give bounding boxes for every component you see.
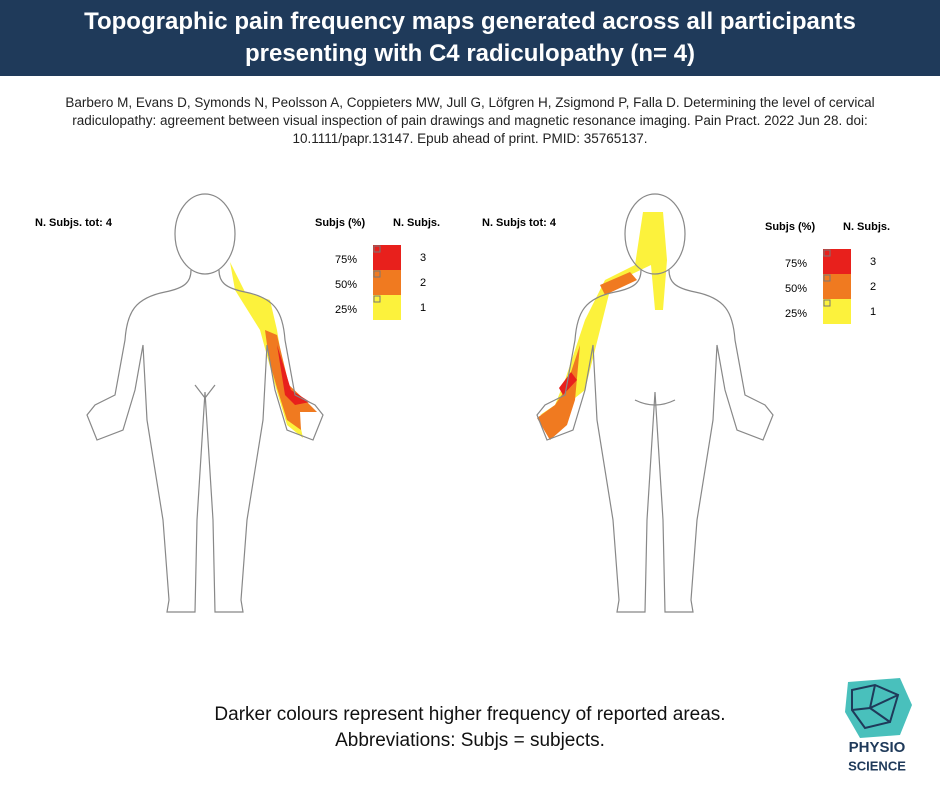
legend-marker bbox=[373, 270, 381, 278]
legend-pct: 75% bbox=[335, 254, 357, 266]
legend-n: 1 bbox=[870, 306, 876, 318]
legend-n: 1 bbox=[420, 302, 426, 314]
legend-n: 3 bbox=[870, 256, 876, 268]
legend-header: N. Subjs. bbox=[843, 221, 890, 233]
legend-marker bbox=[823, 299, 831, 307]
legend-swatch bbox=[373, 295, 401, 320]
legend-header: Subjs (%) bbox=[765, 221, 815, 233]
legend-n: 2 bbox=[870, 281, 876, 293]
front-body bbox=[86, 193, 324, 613]
legend-pct: 25% bbox=[335, 304, 357, 316]
footer: Darker colours represent higher frequenc… bbox=[0, 702, 940, 754]
total-label: N. Subjs. tot: 4 bbox=[35, 217, 113, 229]
legend-swatch bbox=[823, 299, 851, 324]
legend-n: 2 bbox=[420, 277, 426, 289]
back-body bbox=[536, 193, 774, 613]
logo-text: PHYSIO bbox=[849, 739, 906, 756]
title: Topographic pain frequency maps generate… bbox=[0, 0, 940, 76]
legend-marker bbox=[823, 249, 831, 257]
legend-header: Subjs (%) bbox=[315, 217, 365, 229]
legend-swatch bbox=[373, 270, 401, 295]
logo-text: SCIENCE bbox=[848, 758, 906, 773]
legend-marker bbox=[373, 295, 381, 303]
legend-header: N. Subjs. bbox=[393, 217, 440, 229]
legend-swatch bbox=[823, 274, 851, 299]
citation: Barbero M, Evans D, Symonds N, Peolsson … bbox=[65, 95, 875, 146]
legend-pct: 25% bbox=[785, 308, 807, 320]
logo: PHYSIO SCIENCE bbox=[845, 678, 912, 773]
legend-marker bbox=[823, 274, 831, 282]
legend-swatch bbox=[823, 249, 851, 274]
legend-pct: 50% bbox=[335, 279, 357, 291]
footer-line: Abbreviations: Subjs = subjects. bbox=[335, 730, 605, 751]
legend-pct: 75% bbox=[785, 258, 807, 270]
footer-line: Darker colours represent higher frequenc… bbox=[214, 704, 726, 725]
legend-n: 3 bbox=[420, 252, 426, 264]
legend-swatch bbox=[373, 245, 401, 270]
total-label: N. Subjs tot: 4 bbox=[482, 217, 557, 229]
legend-marker bbox=[373, 245, 381, 253]
legend-pct: 50% bbox=[785, 283, 807, 295]
